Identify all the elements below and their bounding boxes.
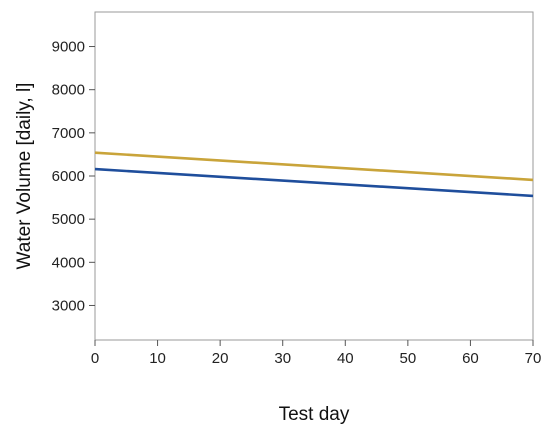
x-tick-label: 10 [149, 350, 166, 367]
y-tick-label: 5000 [52, 211, 85, 228]
x-tick-label: 40 [337, 350, 354, 367]
y-tick-label: 6000 [52, 168, 85, 185]
x-tick-label: 30 [274, 350, 291, 367]
series-line-1 [94, 151, 534, 182]
y-tick-label: 7000 [52, 125, 85, 142]
x-axis: 0 10 20 30 40 50 60 70 [91, 340, 542, 367]
series-layer [94, 151, 534, 198]
x-tick-label: 20 [212, 350, 229, 367]
series-line-2 [94, 167, 534, 198]
y-axis-title: Water Volume [daily, l] [14, 83, 35, 270]
x-tick-label: 70 [525, 350, 542, 367]
x-tick-label: 50 [400, 350, 417, 367]
x-axis-title: Test day [279, 404, 350, 425]
y-tick-label: 8000 [52, 82, 85, 99]
y-tick-label: 3000 [52, 297, 85, 314]
x-tick-label: 60 [462, 350, 479, 367]
y-axis: 3000 4000 5000 6000 7000 8000 9000 [52, 39, 95, 314]
y-tick-label: 9000 [52, 39, 85, 56]
y-tick-label: 4000 [52, 254, 85, 271]
x-tick-label: 0 [91, 350, 99, 367]
